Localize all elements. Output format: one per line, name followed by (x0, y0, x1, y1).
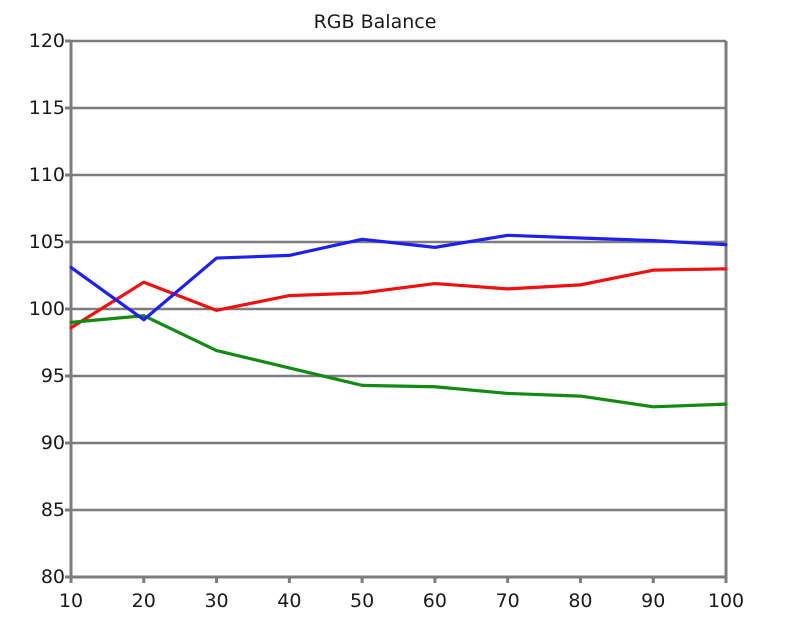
tick-labels: 80 85 90 95 100 105 110 115 120 10 20 30 40 50 60 70 80 9… (29, 30, 744, 612)
chart-title: RGB Balance (314, 11, 437, 33)
axes (65, 39, 728, 583)
series-lines (69, 233, 728, 409)
y-tick-label: 80 (41, 566, 65, 588)
x-tick-label: 10 (59, 590, 83, 612)
y-tick-label: 105 (29, 231, 65, 253)
x-tick-label: 100 (708, 590, 744, 612)
x-tick-label: 60 (423, 590, 447, 612)
series-line-red (69, 267, 728, 330)
x-tick-label: 30 (204, 590, 228, 612)
x-tick-label: 40 (277, 590, 301, 612)
x-tick-label: 20 (132, 590, 156, 612)
series-line-blue (69, 233, 728, 322)
y-tick-label: 115 (29, 97, 65, 119)
x-tick-label: 50 (350, 590, 374, 612)
y-tick-label: 95 (41, 365, 65, 387)
y-tick-label: 100 (29, 298, 65, 320)
y-tick-label: 120 (29, 30, 65, 52)
series-line-green (69, 314, 728, 409)
x-tick-label: 80 (568, 590, 592, 612)
x-tick-label: 70 (496, 590, 520, 612)
y-tick-label: 110 (29, 164, 65, 186)
x-tick-label: 90 (641, 590, 665, 612)
y-tick-label: 90 (41, 432, 65, 454)
y-tick-label: 85 (41, 499, 65, 521)
